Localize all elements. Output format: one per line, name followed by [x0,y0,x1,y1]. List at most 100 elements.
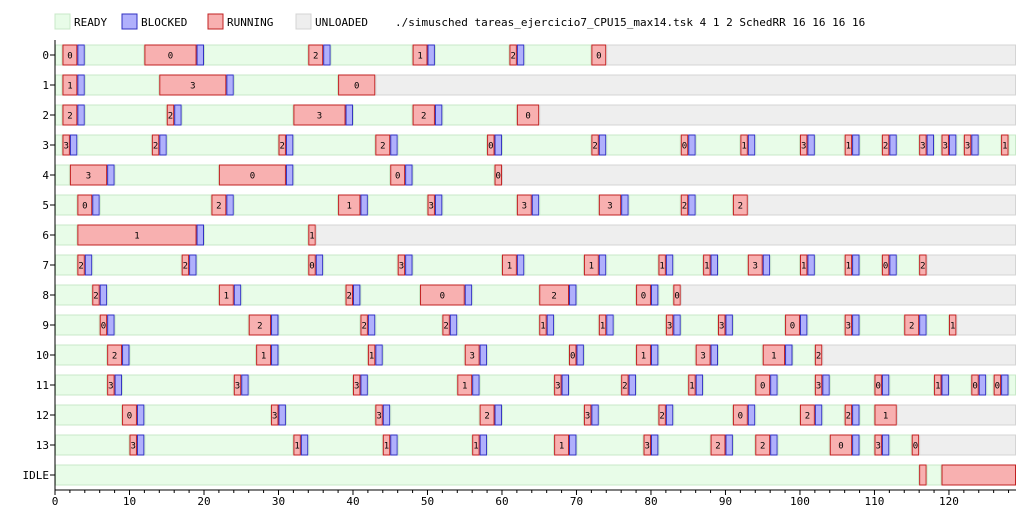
segment-running [539,284,570,306]
segment-running [874,404,897,426]
segment-ready [956,134,964,156]
segment-blocked [598,254,607,276]
x-tick-label: 20 [197,495,210,508]
segment-running [829,434,853,456]
task-row-9: 9 0 2 2 2 1 1 3 3 0 3 2 1 [42,314,1016,336]
segment-ready [55,134,63,156]
segment-blocked [285,134,294,156]
segment-core-label: 3 [943,142,948,152]
segment-core-label: 3 [522,202,527,212]
segment-running [122,404,137,426]
segment-blocked [725,314,733,336]
segment-running [144,44,197,66]
segment-ready [233,74,339,96]
segment-blocked [196,224,204,246]
segment-core-label: 2 [421,112,426,122]
segment-running [583,404,592,426]
segment-running [636,284,651,306]
segment-running [755,434,771,456]
segment-core-label: 3 [108,382,113,392]
segment-blocked [650,284,659,306]
segment-ready [55,104,63,126]
segment-core-label: 2 [257,322,262,332]
segment-core-label: 2 [280,142,285,152]
segment-ready [241,284,346,306]
segment-ready [412,254,502,276]
segment-ready [576,434,644,456]
segment-running [583,254,599,276]
segment-running [591,44,607,66]
task-row-7: 7 2 2 0 3 1 1 1 1 3 1 1 0 2 [42,254,1017,276]
segment-running [218,284,234,306]
segment-core-label: 2 [715,442,720,452]
segment-running [643,434,651,456]
task-row-1: 1 1 3 0 [42,74,1017,96]
segment-blocked [434,194,443,216]
segment-blocked [449,314,458,336]
segment-blocked [948,134,957,156]
segment-core-label: 1 [369,352,374,362]
segment-blocked [472,374,480,396]
segment-core-label: 3 [585,412,590,422]
segment-unloaded [896,404,1017,426]
segment-core-label: 1 [462,382,467,392]
segment-core-label: 2 [592,142,597,152]
segment-running [844,254,853,276]
segment-blocked [591,404,599,426]
segment-blocked [382,404,391,426]
segment-blocked [84,254,93,276]
task-row-13: 13 3 1 1 1 1 3 2 2 0 3 0 [36,434,1016,456]
segment-ready [524,254,584,276]
segment-core-label: 2 [659,412,664,422]
segment-running [159,74,227,96]
segment-blocked [107,164,115,186]
segment-blocked [323,44,331,66]
segment-running [554,434,570,456]
segment-core-label: 3 [607,202,612,212]
row-label: 1 [42,79,49,92]
segment-core-label: 3 [235,382,240,392]
segment-unloaded [375,74,1017,96]
x-tick-label: 120 [939,495,959,508]
segment-blocked [427,44,435,66]
segment-ready [569,374,622,396]
segment-core-label: 1 [600,322,605,332]
segment-ready [777,434,830,456]
segment-running [69,164,108,186]
segment-ready [397,434,473,456]
segment-running [352,374,361,396]
segment-blocked [926,134,935,156]
segment-core-label: 0 [67,52,72,62]
segment-running [755,374,771,396]
segment-running [338,194,361,216]
x-tick-label: 10 [123,495,136,508]
segment-running [412,44,428,66]
segment-running [218,164,286,186]
segment-blocked [852,434,860,456]
row-label: 12 [36,409,49,422]
segment-ready [367,374,458,396]
segment-ready [695,134,741,156]
segment-core-label: 1 [309,232,314,242]
segment-ready [55,404,123,426]
segment-blocked [494,404,502,426]
segment-core-label: 0 [738,412,743,422]
segment-core-label: 1 [224,292,229,302]
segment-blocked [710,344,719,366]
segment-core-label: 3 [846,322,851,332]
legend-swatch-blocked [121,13,138,30]
segment-ready [233,194,339,216]
segment-blocked [77,104,85,126]
segment-running [338,74,376,96]
segment-ready [814,134,845,156]
segment-running [442,314,450,336]
segment-core-label: 3 [399,262,404,272]
segment-core-label: 2 [738,202,743,212]
segment-blocked [285,164,294,186]
segment-ready [248,374,353,396]
segment-core-label: 2 [380,142,385,152]
segment-running [799,134,808,156]
segment-blocked [822,374,830,396]
segment-ready [889,434,912,456]
segment-core-label: 3 [753,262,758,272]
